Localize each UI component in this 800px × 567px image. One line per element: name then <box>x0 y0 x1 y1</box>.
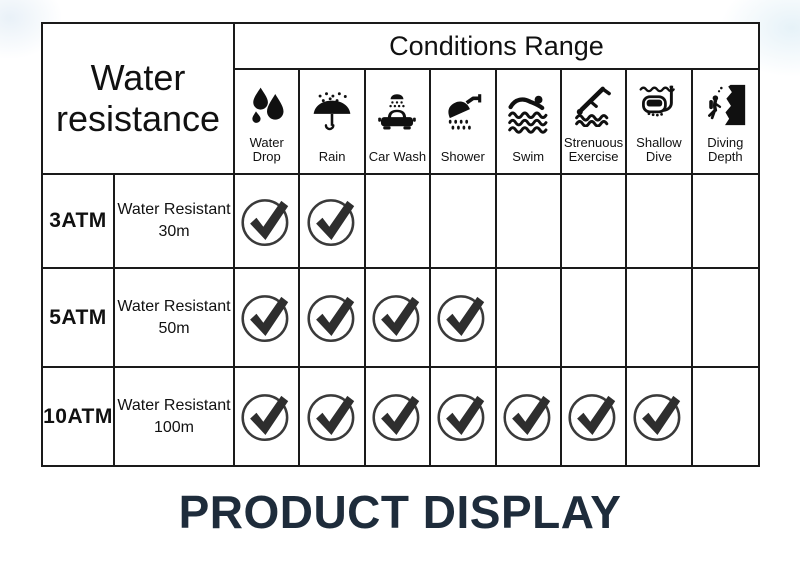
check-icon <box>501 389 556 444</box>
car-wash-icon <box>375 77 419 148</box>
check-icon <box>239 290 294 345</box>
atm-label: 10ATM <box>43 404 113 428</box>
water-resistance-header-label: Water resistance <box>55 57 221 139</box>
depth-text: 50m <box>158 319 190 337</box>
column-header-strenuous-exercise: Strenuous Exercise <box>561 70 628 175</box>
column-label: Car Wash <box>368 149 427 165</box>
depth-text: 30m <box>158 223 190 240</box>
row-5atm-description-cell: Water Resistant 50m <box>115 269 235 368</box>
check-cell-3atm-strenuous-exercise <box>561 175 628 269</box>
column-header-shower: Shower <box>431 70 497 175</box>
check-icon <box>239 389 294 444</box>
resistance-text: Water Resistant <box>117 396 231 414</box>
check-icon <box>370 290 425 345</box>
diving-person-icon <box>572 77 616 134</box>
check-cell-3atm-car-wash <box>365 175 432 269</box>
row-3atm-label-cell: 3ATM <box>43 175 115 269</box>
column-label: Shower <box>440 149 485 165</box>
check-cell-3atm-shallow-dive <box>627 175 693 269</box>
check-icon <box>631 389 686 444</box>
check-cell-5atm-water-drop <box>235 269 301 368</box>
column-header-swim: Swim <box>496 70 562 175</box>
product-display-title: PRODUCT DISPLAY <box>178 486 622 538</box>
check-cell-3atm-rain <box>300 175 366 269</box>
shower-icon <box>441 77 485 148</box>
check-cell-10atm-diving-depth <box>693 368 758 465</box>
row-10atm-label-cell: 10ATM <box>43 368 115 465</box>
check-cell-10atm-car-wash <box>366 368 432 465</box>
check-icon <box>239 194 294 249</box>
column-label: Strenuous Exercise <box>563 134 624 165</box>
column-header-car-wash: Car Wash <box>365 70 432 175</box>
column-header-shallow-dive: Shallow Dive <box>627 70 693 175</box>
scuba-diver-cliff-icon <box>703 77 747 134</box>
check-icon <box>305 194 360 249</box>
check-cell-5atm-rain <box>300 269 366 368</box>
column-header-water-drop: Water Drop <box>235 70 301 175</box>
resistance-text: Water Resistant <box>117 297 231 315</box>
row-5atm-label-cell: 5ATM <box>43 269 115 368</box>
water-drop-icon <box>245 77 289 134</box>
check-cell-5atm-shower <box>431 269 497 368</box>
check-cell-3atm-shower <box>431 175 497 269</box>
check-icon <box>566 389 621 444</box>
snorkel-mask-icon <box>637 77 681 134</box>
check-cell-10atm-rain <box>300 368 366 465</box>
check-cell-10atm-swim <box>497 368 562 465</box>
check-cell-5atm-swim <box>496 269 562 368</box>
water-resistance-header-cell: Water resistance <box>43 24 235 175</box>
column-label: Shallow Dive <box>636 134 682 165</box>
column-label: Swim <box>512 149 545 165</box>
rain-umbrella-icon <box>310 77 354 148</box>
conditions-range-header-cell: Conditions Range <box>235 24 758 70</box>
row-10atm-description-cell: Water Resistant 100m <box>115 368 235 465</box>
check-cell-5atm-car-wash <box>365 269 432 368</box>
column-label: Diving Depth <box>707 134 744 165</box>
resistance-text: Water Resistant <box>117 201 231 219</box>
swimmer-icon <box>506 77 550 148</box>
column-header-rain: Rain <box>300 70 366 175</box>
check-cell-10atm-water-drop <box>235 368 301 465</box>
column-header-diving-depth: Diving Depth <box>692 70 758 175</box>
conditions-range-label: Conditions Range <box>389 30 604 61</box>
check-cell-5atm-shallow-dive <box>627 269 693 368</box>
depth-text: 100m <box>153 418 195 436</box>
atm-label: 5ATM <box>49 305 107 329</box>
check-cell-10atm-strenuous-exercise <box>562 368 628 465</box>
check-icon <box>305 290 360 345</box>
check-icon <box>435 290 490 345</box>
water-resistance-table: Water resistance Conditions Range Water … <box>41 22 760 467</box>
check-icon <box>370 389 425 444</box>
check-icon <box>435 389 490 444</box>
row-3atm-description-cell: Water Resistant 30m <box>115 175 235 269</box>
check-cell-10atm-shallow-dive <box>627 368 693 465</box>
check-cell-3atm-swim <box>496 175 562 269</box>
check-icon <box>305 389 360 444</box>
check-cell-5atm-diving-depth <box>692 269 758 368</box>
check-cell-3atm-water-drop <box>235 175 301 269</box>
column-label: Rain <box>318 149 346 165</box>
column-label: Water Drop <box>249 134 284 165</box>
atm-label: 3ATM <box>49 209 107 232</box>
check-cell-10atm-shower <box>431 368 497 465</box>
check-cell-3atm-diving-depth <box>692 175 758 269</box>
check-cell-5atm-strenuous-exercise <box>561 269 628 368</box>
